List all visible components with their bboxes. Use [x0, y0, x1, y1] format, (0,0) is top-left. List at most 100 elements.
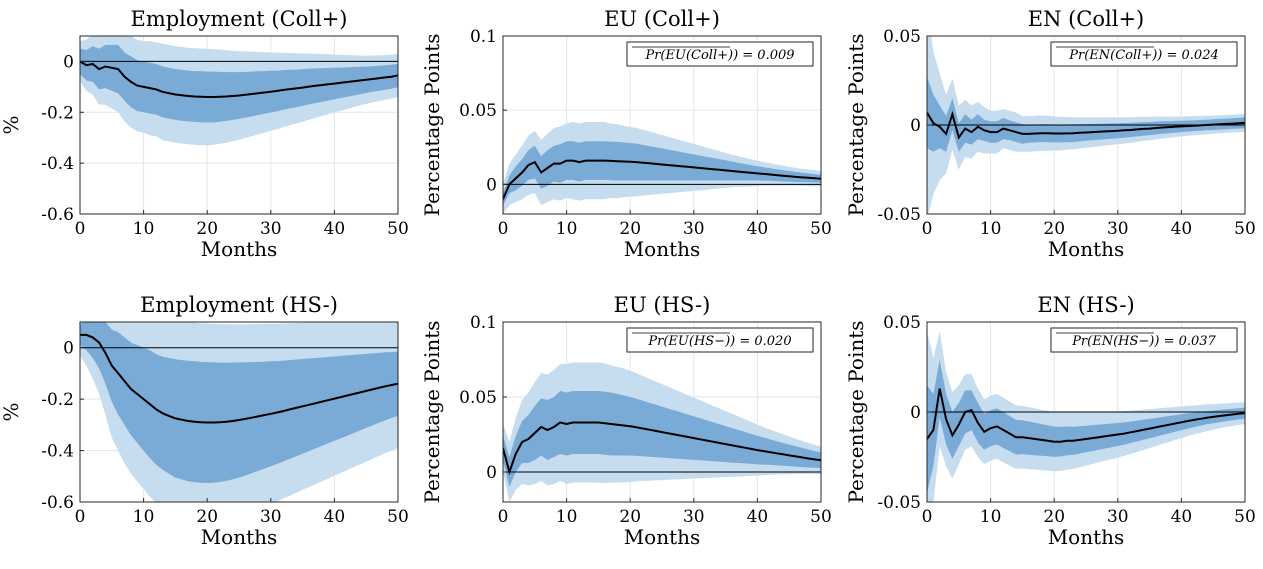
x-tick-label: 50 — [1234, 219, 1256, 239]
x-tick-label: 0 — [922, 219, 933, 239]
axes-box — [502, 35, 822, 215]
inner-confidence-band — [503, 141, 821, 206]
y-tick-label: 0.1 — [470, 27, 497, 47]
annotation-box — [1050, 327, 1238, 353]
y-tick-label: -0.4 — [41, 154, 74, 174]
x-tick-label: 20 — [619, 507, 641, 527]
chart-panel-2: 0 10 20 30 40 50 0.1 0.05 0 EU (Coll+) Months Perce… — [420, 7, 832, 261]
inner-confidence-band — [80, 322, 398, 483]
inner-confidence-band — [503, 391, 821, 487]
inner-confidence-band — [927, 76, 1245, 152]
chart-title: EU (HS-) — [614, 293, 711, 317]
y-tick-label: -0.6 — [41, 493, 74, 513]
y-tick-label: 0 — [486, 175, 497, 195]
plot-area — [80, 322, 398, 502]
y-tick-label: -0.4 — [41, 442, 74, 462]
y-tick-label: -0.2 — [41, 103, 74, 123]
y-axis-label: Percentage Points — [844, 33, 868, 216]
y-tick-label: -0.2 — [41, 390, 74, 410]
x-tick-label: 10 — [980, 507, 1002, 527]
x-tick-label: 30 — [683, 219, 705, 239]
x-tick-label: 40 — [324, 507, 346, 527]
y-tick-label: 0.05 — [883, 313, 921, 333]
x-axis-label: Months — [1048, 525, 1125, 549]
x-axis-label: Months — [624, 525, 701, 549]
y-tick-label: 0 — [63, 339, 74, 359]
y-tick-label: 0 — [910, 403, 921, 423]
plot-area — [927, 36, 1245, 214]
inner-confidence-band — [927, 359, 1245, 493]
plot-area — [80, 36, 398, 146]
annotation-text: Pr(EN(Coll+)) = 0.024 — [1068, 48, 1218, 63]
x-tick-label: 10 — [556, 219, 578, 239]
y-tick-label: 0 — [63, 52, 74, 72]
series-line — [503, 421, 821, 476]
plot-area — [503, 362, 821, 502]
x-axis-label: Months — [201, 237, 278, 261]
x-tick-label: 10 — [133, 219, 155, 239]
chart-title: EN (Coll+) — [1028, 7, 1145, 31]
outer-confidence-band — [927, 36, 1245, 214]
series-line — [80, 333, 398, 424]
y-axis-label: Percentage Points — [844, 320, 868, 503]
x-tick-label: 0 — [498, 507, 509, 527]
x-axis-label: Months — [624, 237, 701, 261]
y-axis-label: Percentage Points — [420, 33, 444, 216]
x-tick-label: 10 — [980, 219, 1002, 239]
x-tick-label: 30 — [1107, 507, 1129, 527]
x-tick-label: 40 — [1171, 507, 1193, 527]
x-tick-label: 50 — [810, 219, 832, 239]
x-tick-label: 30 — [683, 507, 705, 527]
x-tick-label: 20 — [196, 219, 218, 239]
series-line — [80, 60, 398, 98]
x-axis-label: Months — [201, 525, 278, 549]
chart-title: Employment (HS-) — [140, 293, 338, 317]
chart-panel-4: 0 10 20 30 40 50 0 -0.2 -0.4 -0.6 Employment (HS-)… — [0, 293, 409, 549]
axes-box — [79, 35, 399, 215]
y-tick-label: 0.05 — [883, 27, 921, 47]
axes-box — [79, 321, 399, 503]
x-tick-label: 40 — [747, 507, 769, 527]
x-tick-label: 50 — [387, 219, 409, 239]
annotation-box — [626, 327, 814, 353]
x-tick-label: 40 — [747, 219, 769, 239]
y-axis-label: Percentage Points — [420, 320, 444, 503]
chart-panel-1: 0 10 20 30 40 50 0 -0.2 -0.4 -0.6 Employment (Coll… — [0, 7, 409, 261]
outer-confidence-band — [927, 331, 1245, 502]
series-line — [927, 110, 1245, 140]
series-line — [503, 159, 821, 200]
chart-panel-5: 0 10 20 30 40 50 0.1 0.05 0 EU (HS-) Months Percent… — [420, 293, 832, 549]
y-tick-label: -0.6 — [41, 205, 74, 225]
x-tick-label: 0 — [922, 507, 933, 527]
annotation-box — [1050, 41, 1238, 67]
x-tick-label: 10 — [556, 507, 578, 527]
chart-title: EU (Coll+) — [604, 7, 720, 31]
x-tick-label: 10 — [133, 507, 155, 527]
y-tick-label: 0 — [910, 116, 921, 136]
x-tick-label: 0 — [75, 219, 86, 239]
x-tick-label: 0 — [75, 507, 86, 527]
x-tick-label: 50 — [387, 507, 409, 527]
x-tick-label: 20 — [619, 219, 641, 239]
x-tick-label: 30 — [260, 507, 282, 527]
chart-title: EN (HS-) — [1037, 293, 1134, 317]
x-tick-label: 30 — [260, 219, 282, 239]
x-tick-label: 20 — [196, 507, 218, 527]
x-tick-label: 40 — [1171, 219, 1193, 239]
y-tick-label: 0.05 — [459, 388, 497, 408]
annotation-text: Pr(EU(Coll+)) = 0.009 — [644, 48, 794, 63]
y-axis-label: % — [0, 402, 23, 421]
y-tick-label: -0.05 — [877, 493, 921, 513]
annotation-text: Pr(EN(HS−)) = 0.037 — [1071, 334, 1216, 349]
y-axis-label: % — [0, 115, 23, 134]
x-tick-label: 50 — [1234, 507, 1256, 527]
series-line — [927, 388, 1245, 443]
plot-area — [927, 331, 1245, 502]
x-axis-label: Months — [1048, 237, 1125, 261]
x-tick-label: 20 — [1043, 507, 1065, 527]
axes-box — [502, 321, 822, 503]
x-tick-label: 40 — [324, 219, 346, 239]
